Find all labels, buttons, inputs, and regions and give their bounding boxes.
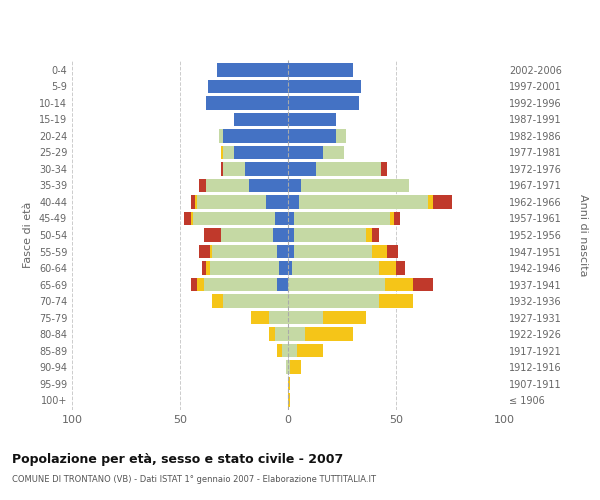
Bar	[288, 360, 290, 374]
Bar	[288, 294, 379, 308]
Bar	[379, 294, 413, 308]
Bar	[323, 146, 344, 159]
Bar	[288, 212, 295, 226]
Bar	[206, 261, 210, 275]
Bar	[234, 146, 288, 159]
Bar	[275, 328, 288, 341]
Bar	[288, 96, 359, 110]
Bar	[221, 146, 223, 159]
Bar	[394, 212, 400, 226]
Bar	[288, 278, 385, 291]
Bar	[288, 261, 292, 275]
Bar	[204, 228, 221, 242]
Bar	[290, 360, 301, 374]
Bar	[288, 311, 323, 324]
Bar	[221, 162, 223, 175]
Bar	[379, 261, 396, 275]
Bar	[206, 96, 288, 110]
Bar	[323, 311, 366, 324]
Bar	[335, 129, 346, 142]
Bar	[266, 195, 288, 209]
Bar	[413, 278, 433, 291]
Bar	[191, 195, 195, 209]
Bar	[195, 195, 197, 209]
Bar	[288, 344, 296, 358]
Bar	[210, 261, 280, 275]
Bar	[433, 195, 452, 209]
Bar	[305, 328, 353, 341]
Bar	[249, 178, 288, 192]
Bar	[292, 261, 379, 275]
Bar	[199, 244, 210, 258]
Bar	[288, 146, 323, 159]
Bar	[202, 261, 206, 275]
Bar	[388, 244, 398, 258]
Bar	[288, 178, 301, 192]
Bar	[366, 228, 372, 242]
Bar	[199, 178, 206, 192]
Bar	[288, 63, 353, 76]
Text: Popolazione per età, sesso e stato civile - 2007: Popolazione per età, sesso e stato civil…	[12, 452, 343, 466]
Bar	[288, 377, 290, 390]
Bar	[223, 129, 288, 142]
Bar	[288, 80, 361, 93]
Bar	[389, 212, 394, 226]
Bar	[288, 228, 295, 242]
Bar	[269, 328, 275, 341]
Bar	[275, 212, 288, 226]
Bar	[288, 129, 335, 142]
Bar	[295, 212, 389, 226]
Bar	[223, 294, 288, 308]
Bar	[288, 328, 305, 341]
Bar	[234, 112, 288, 126]
Bar	[428, 195, 433, 209]
Bar	[296, 344, 323, 358]
Bar	[288, 195, 299, 209]
Bar	[191, 212, 193, 226]
Bar	[212, 244, 277, 258]
Bar	[381, 162, 388, 175]
Bar	[372, 228, 379, 242]
Bar	[280, 261, 288, 275]
Bar	[184, 212, 191, 226]
Bar	[212, 294, 223, 308]
Bar	[277, 244, 288, 258]
Y-axis label: Fasce di età: Fasce di età	[23, 202, 33, 268]
Bar	[197, 195, 266, 209]
Bar	[223, 146, 234, 159]
Bar	[295, 228, 366, 242]
Bar	[385, 278, 413, 291]
Y-axis label: Anni di nascita: Anni di nascita	[578, 194, 589, 276]
Bar	[273, 228, 288, 242]
Bar	[193, 212, 275, 226]
Bar	[299, 195, 428, 209]
Bar	[277, 278, 288, 291]
Bar	[210, 244, 212, 258]
Bar	[197, 278, 204, 291]
Bar	[316, 162, 381, 175]
Text: COMUNE DI TRONTANO (VB) - Dati ISTAT 1° gennaio 2007 - Elaborazione TUTTITALIA.I: COMUNE DI TRONTANO (VB) - Dati ISTAT 1° …	[12, 475, 376, 484]
Bar	[269, 311, 288, 324]
Bar	[372, 244, 388, 258]
Bar	[288, 394, 290, 407]
Bar	[208, 80, 288, 93]
Bar	[301, 178, 409, 192]
Bar	[221, 228, 273, 242]
Bar	[396, 261, 404, 275]
Bar	[191, 278, 197, 291]
Bar	[277, 344, 281, 358]
Bar	[288, 112, 335, 126]
Bar	[286, 360, 288, 374]
Bar	[288, 244, 295, 258]
Bar	[251, 311, 269, 324]
Bar	[245, 162, 288, 175]
Bar	[288, 162, 316, 175]
Bar	[281, 344, 288, 358]
Bar	[204, 278, 277, 291]
Bar	[295, 244, 372, 258]
Bar	[223, 162, 245, 175]
Bar	[219, 129, 223, 142]
Bar	[217, 63, 288, 76]
Bar	[206, 178, 249, 192]
